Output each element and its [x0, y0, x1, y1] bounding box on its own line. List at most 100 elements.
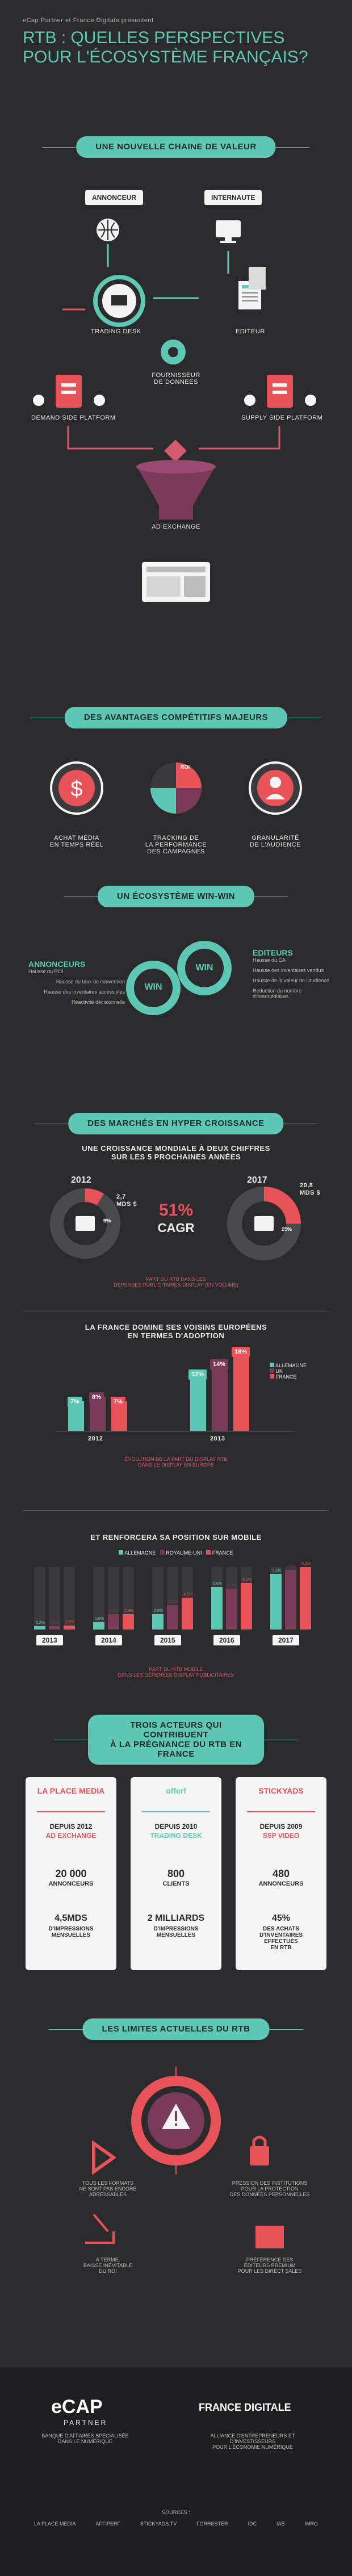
mobile-bar-track	[49, 1567, 60, 1630]
actor-card-n2: 4,5MDS	[55, 1913, 87, 1923]
actor-card-since: DEPUIS 2009	[259, 1823, 303, 1831]
annonceurs-subtitle: Hausse du ROI	[28, 969, 64, 974]
growth-subtitle: UNE CROISSANCE MONDIALE À DEUX CHIFFRES …	[82, 1144, 270, 1161]
mobile-legend: ALLEMAGNE ROYAUME-UNI FRANCE	[91, 1550, 261, 1556]
mobile-legend-uk: ROYAUME-UNI	[166, 1550, 202, 1556]
mobile-year-2015: 2015	[154, 1635, 181, 1645]
mobile-bar-2013-uk	[49, 1626, 60, 1630]
limits-diagram	[85, 2067, 284, 2248]
mobile-bar-2014-uk	[108, 1614, 119, 1630]
mobile-bar-track	[123, 1567, 134, 1630]
mobile-bar-2017-de	[270, 1574, 282, 1630]
trading-desk-icon	[93, 275, 145, 327]
mobile-legend-fr: FRANCE	[212, 1550, 233, 1556]
growth-note: PART DU RTB DANS LES DÉPENSES PUBLICITAI…	[114, 1276, 238, 1288]
mobile-bar-2017-uk	[285, 1570, 296, 1630]
ecap-logo: eCAP	[51, 2396, 103, 2418]
downtrend-icon	[85, 2213, 115, 2244]
fd-logo: FRANCE DIGITALE	[199, 2402, 291, 2413]
mobile-year-2016: 2016	[213, 1635, 240, 1645]
mobile-value-2017-uk: 7,8%	[287, 1565, 296, 1569]
label-2013-de: 12%	[188, 1369, 207, 1380]
actor-card-n2: 45%	[271, 1913, 291, 1923]
label-2012-uk: 8%	[89, 1392, 104, 1402]
fd-description: ALLIANCE D'ENTREPRENEURS ET D'INVESTISSE…	[210, 2433, 295, 2450]
mobile-bar-2015-de	[152, 1614, 164, 1630]
value-2017: 20,8 MDS $	[300, 1182, 321, 1196]
europe-legend: ALLEMAGNE UK FRANCE	[270, 1363, 307, 1380]
bar-2013-uk	[212, 1364, 228, 1431]
mobile-value-2013-fr: 0,5%	[65, 1620, 74, 1625]
ribbon-limits: LES LIMITES ACTUELLES DU RTB	[48, 2018, 304, 2040]
mobile-bar-track	[152, 1567, 164, 1630]
advantages-icons: $	[50, 761, 302, 815]
advantage-granularity: GRANULARITÉ DE L'AUDIENCE	[250, 835, 301, 848]
europe-chart: 7% 8% 7% 12% 14% 18% 2012 2013 ALLEMAGNE…	[0, 1347, 352, 1476]
source-item: IDC	[248, 2521, 257, 2527]
actor-card: LA PLACE MEDIA DEPUIS 2012 AD EXCHANGE 20 0…	[26, 1777, 116, 1970]
sources-label: SOURCES :	[162, 2510, 190, 2515]
actor-card-kind: SSP VIDEO	[262, 1832, 300, 1840]
annonceurs-block: ANNONCEURS Hausse du ROI Hausse du taux …	[28, 960, 125, 1005]
actor-card-since: DEPUIS 2010	[154, 1823, 198, 1831]
editeurs-subtitle: Hausse du CA	[253, 957, 286, 963]
year-label-2012: 2012	[88, 1435, 103, 1442]
actor-card-n1: 800	[167, 1868, 185, 1879]
ribbon-value-chain: UNE NOUVELLE CHAINE DE VALEUR	[42, 136, 311, 158]
mobile-bar-2017-fr	[300, 1567, 311, 1630]
editeurs-item-3: Réduction du nombre d'intermédiaires	[253, 988, 302, 999]
actor-card-divider	[247, 1811, 315, 1812]
legend-fr: FRANCE	[275, 1374, 297, 1380]
pct-2017: 25%	[282, 1226, 292, 1232]
limit-formats: TOUS LES FORMATS NE SONT PAS ENCORE ADRE…	[79, 2180, 137, 2197]
fournisseur-label: FOURNISSEUR DE DONNEES	[152, 372, 200, 386]
annonceurs-title: ANNONCEURS	[28, 960, 86, 969]
source-item: FORRESTER	[196, 2521, 228, 2527]
mobile-value-2017-fr: 8,2%	[301, 1562, 311, 1566]
actor-card-logo: offerf	[166, 1786, 186, 1795]
actor-card-l1: ANNONCEURS	[48, 1880, 94, 1887]
source-item: STICKYADS.TV	[140, 2521, 177, 2527]
dsp-label: DEMAND SIDE PLATFORM	[31, 414, 116, 421]
mobile-bar-track	[34, 1567, 45, 1630]
actor-card-l1: ANNONCEURS	[258, 1880, 304, 1887]
annonceurs-item-3: Réactivité décisionnelle	[71, 999, 125, 1005]
label-2013-fr: 18%	[232, 1347, 250, 1357]
actor-card-kind: AD EXCHANGE	[45, 1832, 97, 1840]
mobile-legend-de: ALLEMAGNE	[124, 1550, 156, 1556]
mobile-bar-2015-uk	[167, 1605, 178, 1630]
mobile-value-2015-de: 2,0%	[154, 1609, 163, 1614]
mobile-bar-2016-uk	[226, 1588, 237, 1630]
actor-card-l2: D'IMPRESSIONS MENSUELLES	[153, 1926, 199, 1938]
editeurs-title: EDITEURS	[253, 948, 293, 957]
mobile-value-2017-de: 7,3%	[272, 1569, 281, 1573]
sources-list: LA PLACE MEDIA AFFIPERF STICKYADS.TV FORRES…	[34, 2521, 318, 2527]
year-2017: 2017	[247, 1175, 267, 1185]
mobile-bar-track	[93, 1567, 104, 1630]
label-2012-de: 7%	[68, 1397, 82, 1407]
funnel-icon	[136, 463, 216, 520]
mobile-value-2013-uk: 0,4%	[51, 1621, 60, 1625]
limit-direct-sales: PRÉFÉRENCE DES ÉDITEURS PREMIUM POUR LES…	[237, 2257, 302, 2274]
year-2012: 2012	[71, 1175, 91, 1185]
source-item: LA PLACE MEDIA	[34, 2521, 76, 2527]
mobile-value-2015-uk: 3,2%	[169, 1600, 178, 1605]
ad-exchange-label: AD EXCHANGE	[152, 523, 200, 530]
ribbon-competitive-advantages: DES AVANTAGES COMPÉTITIFS MAJEURS	[30, 707, 322, 728]
bar-2012-uk	[90, 1397, 106, 1431]
europe-title: LA FRANCE DOMINE SES VOISINS EUROPÉENS E…	[85, 1323, 267, 1340]
mobile-bar-2013-de	[34, 1626, 45, 1630]
actor-card-divider	[37, 1811, 105, 1812]
mobile-bar-2014-de	[93, 1622, 104, 1630]
lock-icon	[250, 2146, 269, 2165]
svg-text:$: $	[70, 777, 82, 801]
editeurs-item-1: Hausse des inventaires vendus	[253, 967, 324, 973]
value-2012: 2,7 MDS $	[116, 1193, 137, 1208]
mobile-value-2014-de: 1,0%	[95, 1616, 104, 1621]
legend-uk: UK	[275, 1368, 283, 1374]
internaute-label: INTERNAUTE	[204, 190, 262, 205]
mobile-value-2015-fr: 4,2%	[183, 1592, 192, 1597]
year-label-2013: 2013	[210, 1435, 225, 1442]
title-line-1: RTB : QUELLES PERSPECTIVES	[23, 28, 285, 47]
bar-2013-de	[190, 1374, 206, 1431]
